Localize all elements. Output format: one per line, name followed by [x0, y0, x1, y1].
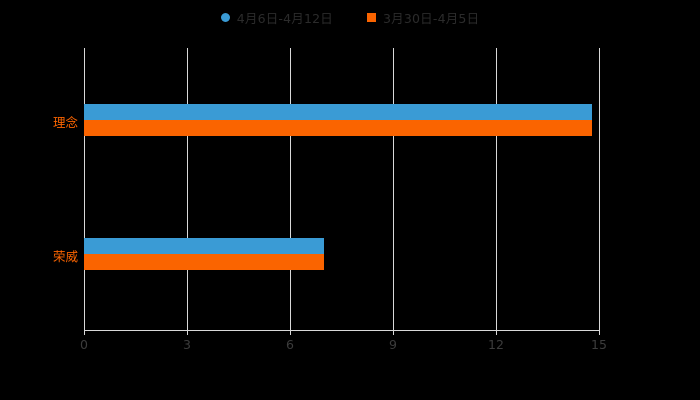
- bar-0-series-0[interactable]: [84, 104, 593, 120]
- y-category-label-1: 荣威: [52, 249, 78, 264]
- chart-legend: 4月6日-4月12日 3月30日-4月5日: [0, 8, 700, 27]
- plot-area: [84, 48, 600, 335]
- gridline-x-0: [84, 48, 85, 330]
- x-tick-label-0: 0: [80, 337, 88, 352]
- x-tick-label-12: 12: [488, 337, 504, 352]
- gridline-x-9: [393, 48, 394, 330]
- x-tick-label-6: 6: [286, 337, 294, 352]
- tick-mark-x-6: [290, 330, 291, 335]
- x-tick-label-9: 9: [389, 337, 397, 352]
- tick-mark-x-0: [84, 330, 85, 335]
- tick-mark-x-3: [187, 330, 188, 335]
- tick-mark-x-9: [393, 330, 394, 335]
- bar-1-series-0[interactable]: [84, 238, 325, 254]
- legend-square-marker-icon: [367, 13, 376, 22]
- legend-item-series-0[interactable]: 4月6日-4月12日: [220, 8, 333, 27]
- legend-circle-marker-icon: [220, 13, 230, 22]
- bar-0-series-1[interactable]: [84, 120, 593, 136]
- legend-label-series-1: 3月30日-4月5日: [383, 11, 480, 26]
- tick-mark-x-15: [599, 330, 600, 335]
- gridline-x-3: [187, 48, 188, 330]
- gridline-x-12: [496, 48, 497, 330]
- gridline-x-6: [290, 48, 291, 330]
- legend-item-series-1[interactable]: 3月30日-4月5日: [367, 8, 479, 27]
- x-tick-label-15: 15: [591, 337, 607, 352]
- gridline-x-15: [599, 48, 600, 330]
- x-axis-line: [84, 330, 600, 331]
- tick-mark-x-12: [496, 330, 497, 335]
- y-category-label-0: 理念: [52, 115, 78, 130]
- legend-label-series-0: 4月6日-4月12日: [236, 11, 333, 26]
- x-tick-label-3: 3: [183, 337, 191, 352]
- bar-1-series-1[interactable]: [84, 254, 325, 270]
